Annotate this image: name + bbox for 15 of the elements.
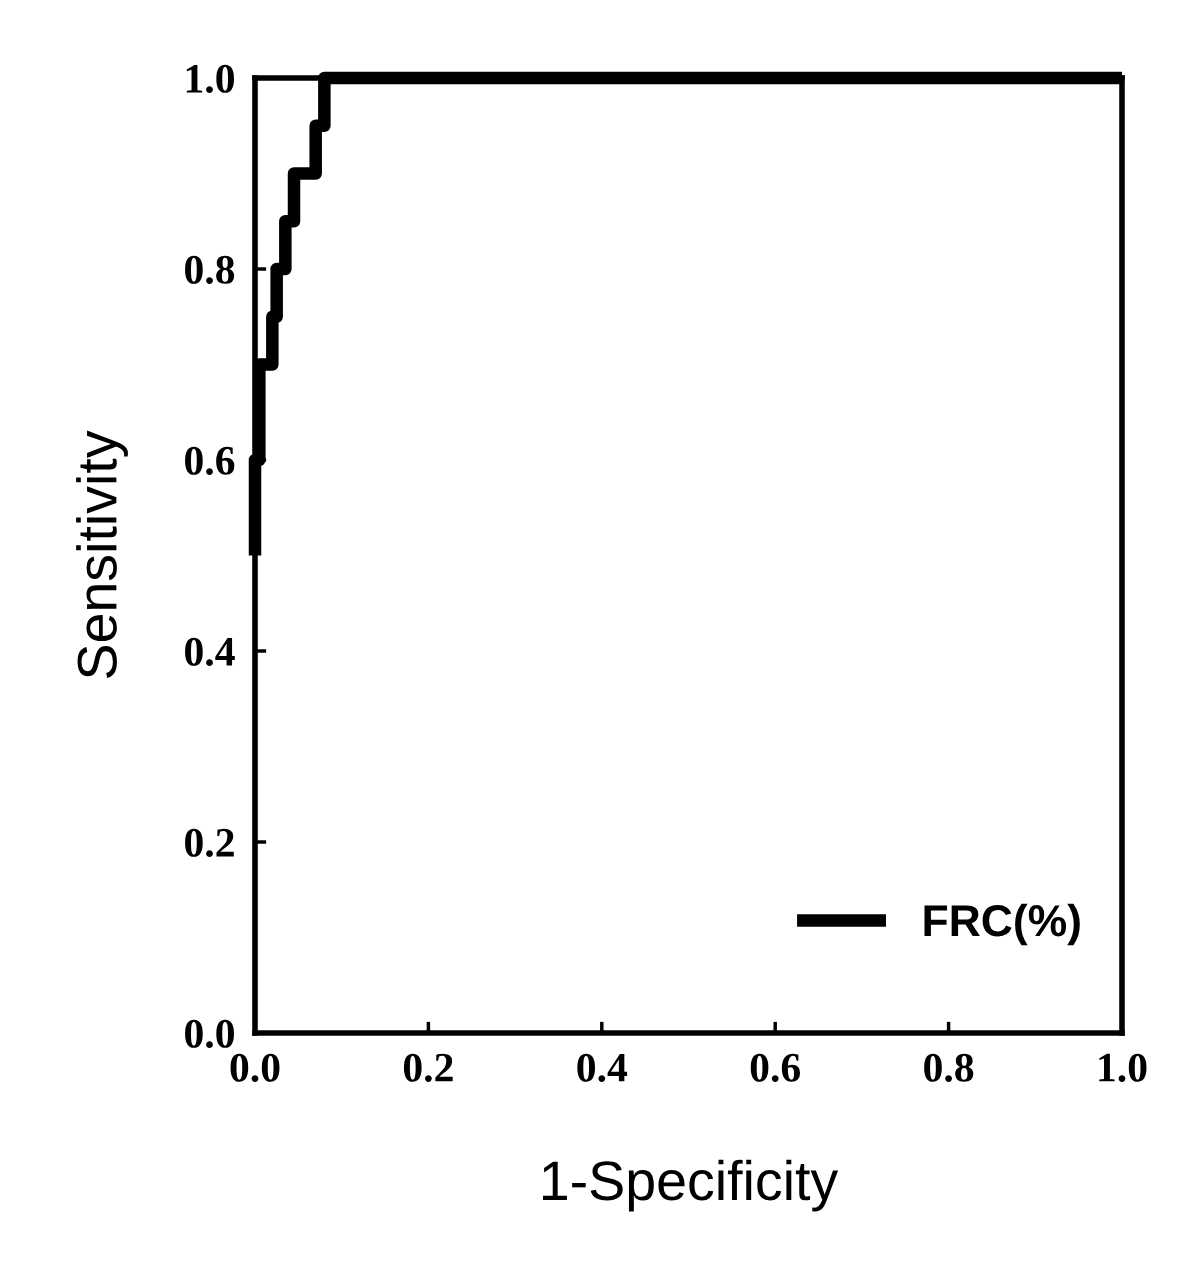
y-tick-label: 1.0 bbox=[186, 64, 234, 94]
x-tick-label: 0.2 bbox=[403, 1053, 453, 1082]
x-tick-label: 0.4 bbox=[577, 1053, 628, 1082]
y-tick-label: 0.8 bbox=[185, 255, 235, 285]
y-axis-title: Sensitivity bbox=[76, 430, 128, 679]
y-tick-label: 0.0 bbox=[185, 1019, 234, 1049]
x-tick-label: 0.6 bbox=[750, 1053, 801, 1082]
x-tick-label: 1.0 bbox=[1099, 1053, 1147, 1082]
legend-label: FRC(%) bbox=[924, 903, 1080, 946]
x-axis-title: 1-Specificity bbox=[543, 1159, 839, 1212]
y-tick-label: 0.6 bbox=[185, 446, 235, 476]
x-tick-label: 0.8 bbox=[924, 1053, 974, 1082]
x-tick-label: 0.0 bbox=[230, 1053, 280, 1082]
y-tick-label: 0.2 bbox=[185, 828, 234, 858]
y-tick-label: 0.4 bbox=[185, 637, 235, 667]
